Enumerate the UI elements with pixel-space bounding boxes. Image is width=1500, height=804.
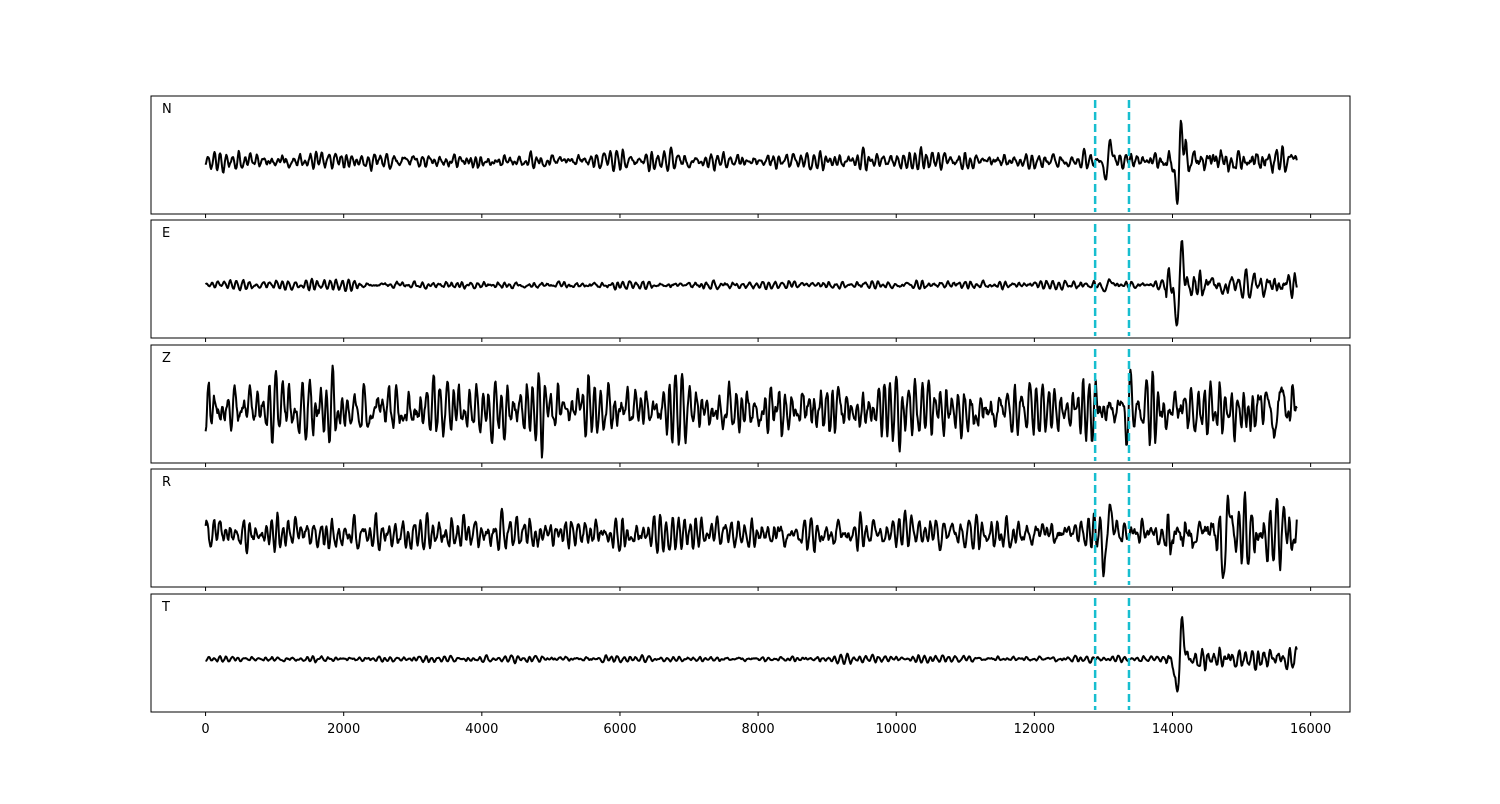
panel-label: R [162,475,171,490]
panel-label: N [162,102,172,117]
panel-frame [150,219,1351,339]
panel-R: R [150,468,1351,591]
x-tick-label: 4000 [465,722,498,737]
x-tick-label: 14000 [1152,722,1193,737]
panel-E: E [150,219,1351,342]
panel-Z: Z [150,344,1351,467]
x-tick-label: 10000 [876,722,917,737]
x-tick-label: 2000 [327,722,360,737]
panel-label: T [161,600,170,615]
panel-label: E [162,226,170,241]
panel-T: T [150,593,1351,716]
x-tick-label: 8000 [742,722,775,737]
waveform-N [204,119,1298,205]
panel-frame [150,593,1351,713]
waveform-R [204,491,1298,579]
panel-frame [150,344,1351,464]
panel-N: N [150,95,1351,218]
waveform-E [204,240,1298,327]
x-tick-label: 6000 [603,722,636,737]
x-tick-label: 12000 [1014,722,1055,737]
panel-frame [150,95,1351,215]
x-tick-label: 0 [201,722,209,737]
x-tick-label: 16000 [1290,722,1331,737]
waveform-Z [204,364,1298,459]
waveform-T [205,616,1298,693]
panel-label: Z [162,351,171,366]
panel-frame [150,468,1351,588]
